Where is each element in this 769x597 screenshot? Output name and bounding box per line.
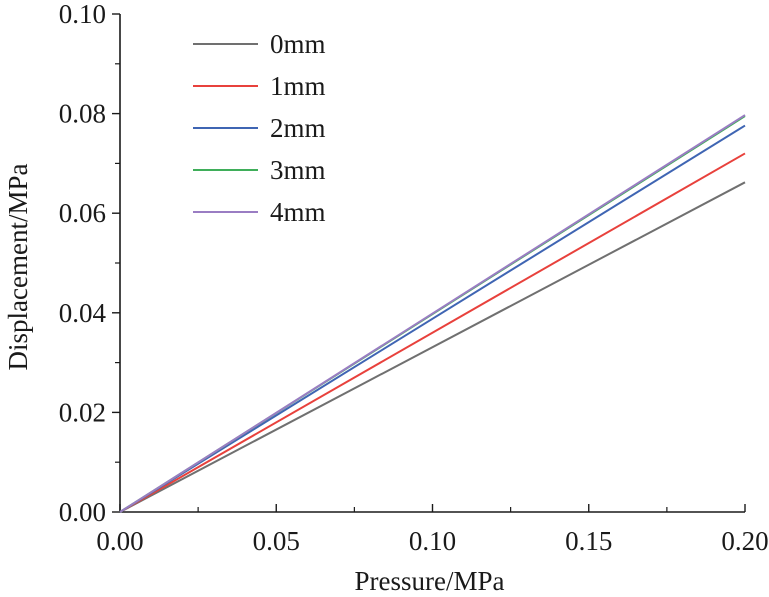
x-axis-title: Pressure/MPa	[355, 566, 505, 596]
y-axis-title: Displacement/MPa	[3, 164, 33, 371]
legend-label-0mm: 0mm	[270, 29, 326, 59]
plot-lines	[119, 114, 746, 513]
x-tick-label: 0.20	[721, 526, 768, 556]
x-tick-label: 0.10	[409, 526, 456, 556]
series-line-0mm	[119, 181, 746, 513]
y-tick-label: 0.06	[59, 198, 106, 228]
series-line-2mm	[119, 124, 746, 513]
legend-label-4mm: 4mm	[270, 197, 326, 227]
series-line-4mm	[119, 114, 746, 513]
x-tick-label: 0.15	[565, 526, 612, 556]
x-tick-label: 0.05	[253, 526, 300, 556]
y-tick-label: 0.04	[59, 298, 107, 328]
legend-label-3mm: 3mm	[270, 155, 326, 185]
y-tick-label: 0.08	[59, 99, 106, 129]
legend-label-1mm: 1mm	[270, 71, 326, 101]
x-tick-label: 0.00	[96, 526, 143, 556]
series-line-1mm	[119, 152, 746, 513]
y-tick-label: 0.00	[59, 497, 106, 527]
legend: 0mm 1mm 2mm 3mm 4mm	[193, 29, 326, 227]
axes: 0.00 0.05 0.10 0.15 0.20 0.00 0.02 0.04 0.06 0.08…	[59, 0, 769, 556]
legend-label-2mm: 2mm	[270, 113, 326, 143]
y-tick-label: 0.02	[59, 397, 106, 427]
y-tick-label: 0.10	[59, 0, 106, 29]
